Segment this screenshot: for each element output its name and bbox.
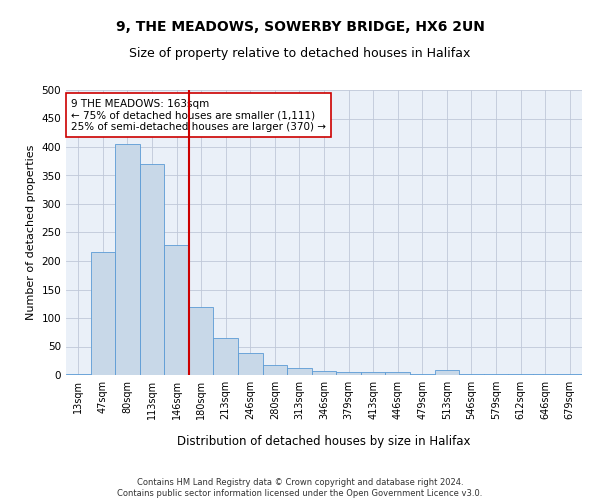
- Bar: [238, 354, 263, 375]
- Text: Size of property relative to detached houses in Halifax: Size of property relative to detached ho…: [130, 48, 470, 60]
- Bar: [557, 374, 582, 375]
- Bar: [361, 372, 385, 375]
- Bar: [336, 372, 361, 375]
- Bar: [164, 245, 189, 375]
- Bar: [214, 338, 238, 375]
- Bar: [484, 374, 508, 375]
- Text: 9, THE MEADOWS, SOWERBY BRIDGE, HX6 2UN: 9, THE MEADOWS, SOWERBY BRIDGE, HX6 2UN: [116, 20, 484, 34]
- Bar: [91, 252, 115, 375]
- Bar: [533, 374, 557, 375]
- Bar: [140, 164, 164, 375]
- Bar: [189, 306, 214, 375]
- Text: 9 THE MEADOWS: 163sqm
← 75% of detached houses are smaller (1,111)
25% of semi-d: 9 THE MEADOWS: 163sqm ← 75% of detached …: [71, 98, 326, 132]
- Bar: [434, 370, 459, 375]
- Text: Distribution of detached houses by size in Halifax: Distribution of detached houses by size …: [177, 435, 471, 448]
- Bar: [385, 372, 410, 375]
- Bar: [312, 371, 336, 375]
- Y-axis label: Number of detached properties: Number of detached properties: [26, 145, 36, 320]
- Bar: [263, 366, 287, 375]
- Bar: [508, 374, 533, 375]
- Bar: [287, 368, 312, 375]
- Text: Contains HM Land Registry data © Crown copyright and database right 2024.
Contai: Contains HM Land Registry data © Crown c…: [118, 478, 482, 498]
- Bar: [459, 374, 484, 375]
- Bar: [410, 374, 434, 375]
- Bar: [66, 374, 91, 375]
- Bar: [115, 144, 140, 375]
